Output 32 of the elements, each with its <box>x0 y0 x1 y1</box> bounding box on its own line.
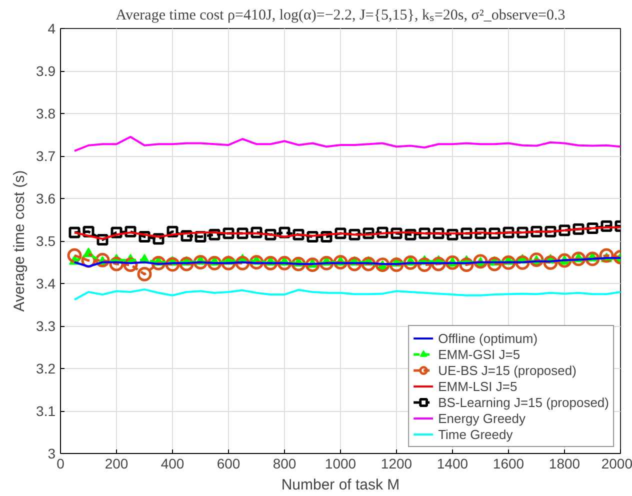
legend-label: UE-BS J=15 (proposed) <box>438 362 576 378</box>
y-tick-label: 3.1 <box>36 403 56 419</box>
x-tick-label: 1600 <box>492 456 524 472</box>
y-axis-title: Average time cost (s) <box>11 170 28 312</box>
x-tick-label: 400 <box>160 456 184 472</box>
x-tick-label: 800 <box>272 456 296 472</box>
chart-title: Average time cost ρ=410J, log(α)=−2.2, J={5,15}, kₛ=20s, σ²_observe=0.3 <box>116 8 566 24</box>
legend-label: Time Greedy <box>438 426 513 442</box>
x-tick-label: 1800 <box>548 456 580 472</box>
y-tick-label: 3 <box>48 446 56 462</box>
legend-label: Offline (optimum) <box>438 330 538 346</box>
y-tick-label: 3.6 <box>36 190 56 206</box>
y-tick-label: 3.9 <box>36 63 56 79</box>
legend-label: Energy Greedy <box>438 410 526 426</box>
y-tick-label: 3.3 <box>36 318 56 334</box>
x-tick-label: 1400 <box>436 456 468 472</box>
x-tick-label: 0 <box>56 456 65 472</box>
y-tick-label: 3.7 <box>36 148 56 164</box>
x-tick-label: 200 <box>104 456 128 472</box>
legend-label: EMM-LSI J=5 <box>438 378 518 394</box>
y-tick-label: 3.5 <box>36 233 56 249</box>
y-tick-label: 3.4 <box>36 276 56 292</box>
legend-label: EMM-GSI J=5 <box>438 346 520 362</box>
x-tick-label: 1000 <box>324 456 356 472</box>
x-axis-title: Number of task M <box>281 476 400 494</box>
y-tick-label: 3.2 <box>36 360 56 376</box>
y-tick-label: 3.8 <box>36 106 56 122</box>
x-tick-label: 2000 <box>601 456 632 472</box>
legend-label: BS-Learning J=15 (proposed) <box>438 394 609 410</box>
x-tick-label: 1200 <box>380 456 412 472</box>
y-tick-label: 4 <box>48 20 56 36</box>
x-tick-label: 600 <box>216 456 240 472</box>
